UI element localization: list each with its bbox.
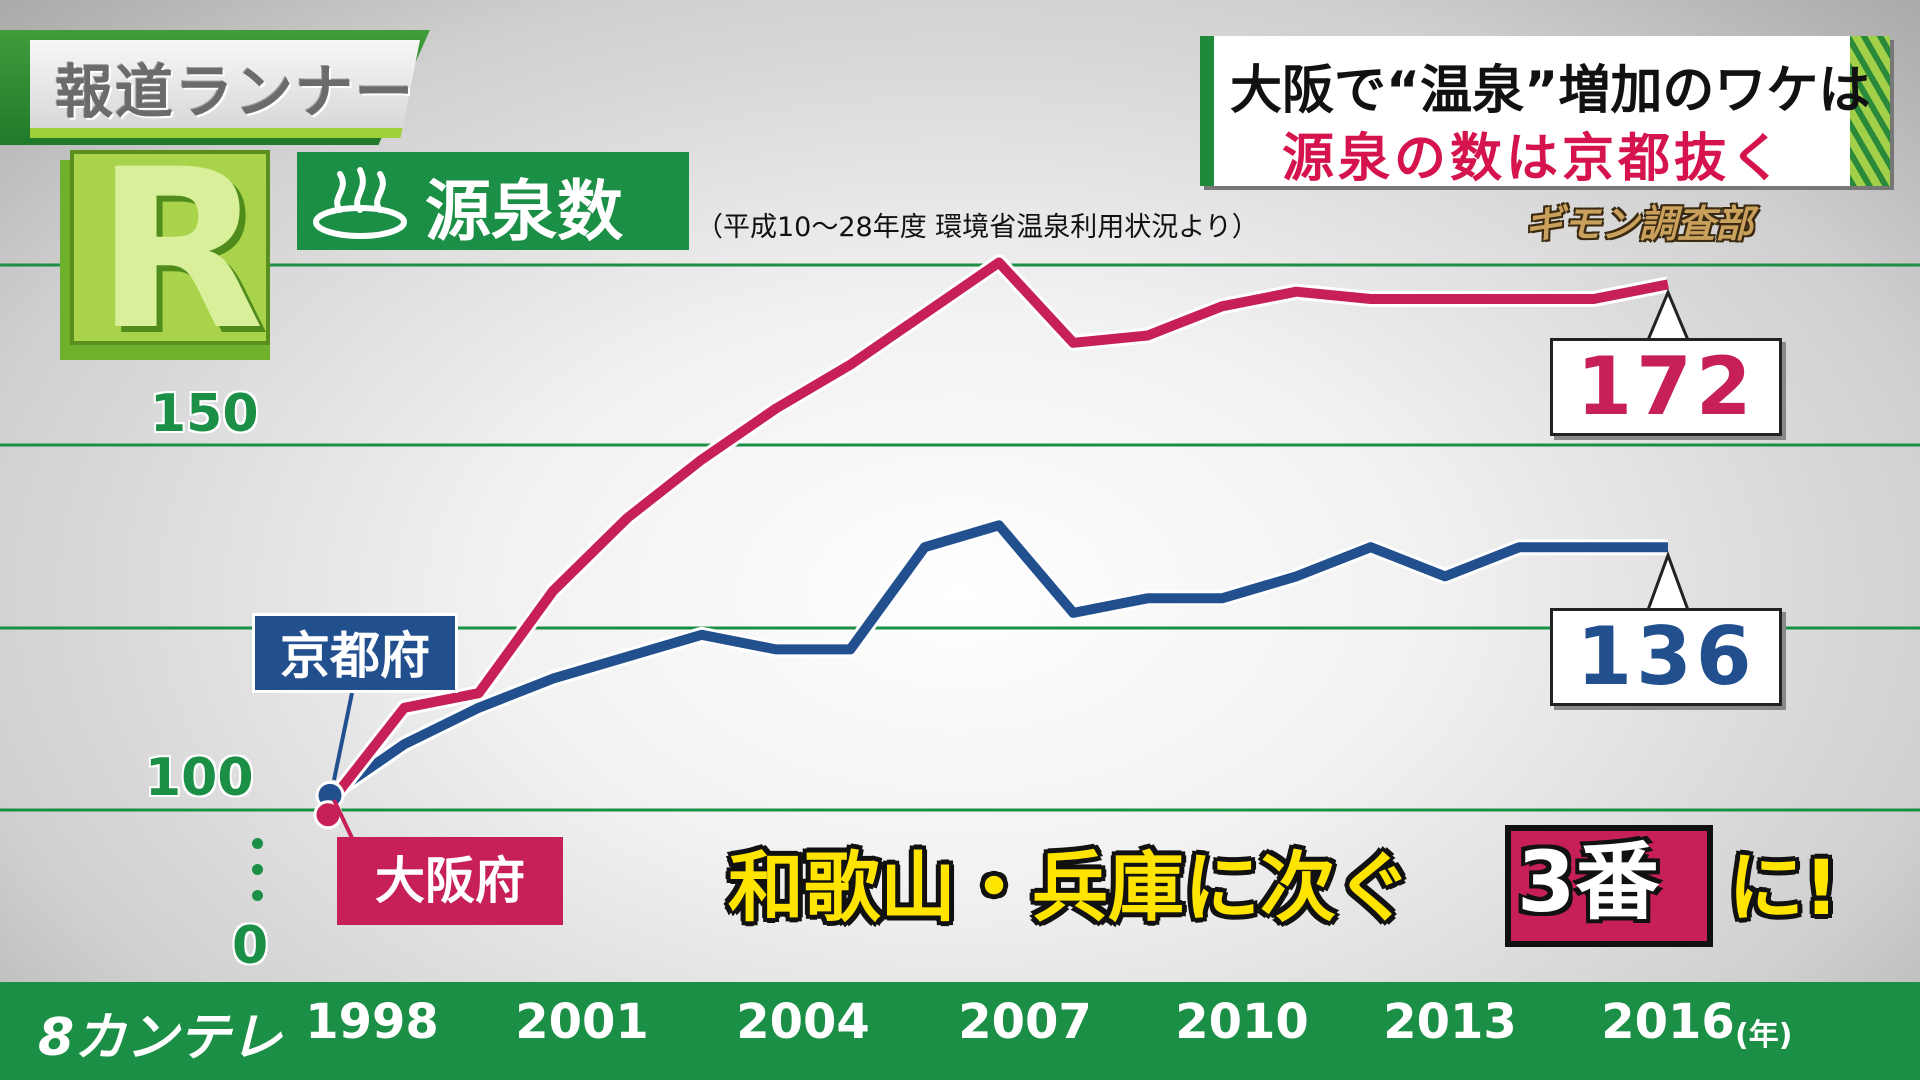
y-tick-label: 150 bbox=[150, 384, 259, 444]
program-logo-plate bbox=[30, 40, 420, 138]
r-logo bbox=[70, 150, 270, 345]
end-value-kyoto: 136 bbox=[1550, 608, 1782, 706]
caption-rank: 3番 bbox=[1517, 833, 1660, 931]
chart-title: 源泉数 bbox=[425, 173, 623, 250]
x-tick-label: 2010 bbox=[1175, 994, 1309, 1050]
axis-break-dot bbox=[252, 890, 263, 901]
x-axis-unit: (年) bbox=[1735, 1018, 1793, 1053]
series-label-osaka: 大阪府 bbox=[337, 837, 563, 925]
headline-line1: 大阪で“温泉”増加のワケは bbox=[1230, 61, 1871, 121]
series-line-kyoto bbox=[327, 520, 1668, 800]
series-lines bbox=[313, 254, 1691, 839]
headline-box bbox=[1200, 36, 1890, 186]
x-axis-bar bbox=[0, 982, 1920, 1080]
r-logo-letter: R bbox=[95, 122, 265, 378]
headline-line2: 源泉の数は京都抜く bbox=[1282, 129, 1787, 189]
callout-pointer-kyoto bbox=[1645, 550, 1691, 612]
caption-rank-box bbox=[1505, 825, 1713, 947]
end-value-osaka: 172 bbox=[1550, 338, 1782, 436]
headline-stripes bbox=[1850, 36, 1890, 186]
caption-text-end: に! bbox=[1728, 843, 1839, 932]
x-tick-label: 2013 bbox=[1383, 994, 1517, 1050]
axis-break-dot bbox=[252, 838, 263, 849]
segment-name: ギモン調査部 bbox=[1525, 202, 1754, 246]
x-tick-label: 2004 bbox=[736, 994, 870, 1050]
channel-logo: 8カンテレ bbox=[38, 1008, 283, 1068]
series-line-osaka bbox=[326, 257, 1669, 806]
x-tick-label: 1998 bbox=[305, 994, 439, 1050]
x-tick-label: 2007 bbox=[958, 994, 1092, 1050]
kyoto-label-pointer bbox=[332, 692, 354, 781]
caption-text: 和歌山・兵庫に次ぐ bbox=[728, 843, 1412, 932]
series-label-kyoto: 京都府 bbox=[252, 613, 458, 693]
y-tick-label: 0 bbox=[232, 916, 269, 976]
x-tick-label: 2016 bbox=[1601, 994, 1735, 1050]
x-tick-label: 2001 bbox=[515, 994, 649, 1050]
axis-break-dot bbox=[252, 864, 263, 875]
program-name: 報道ランナー bbox=[55, 58, 416, 126]
y-tick-label: 100 bbox=[145, 748, 254, 808]
source-note: （平成10～28年度 環境省温泉利用状況より） bbox=[696, 212, 1259, 243]
callout-pointer-osaka bbox=[1645, 288, 1691, 342]
osaka-label-pointer bbox=[332, 799, 354, 839]
hot-spring-icon bbox=[313, 167, 407, 239]
